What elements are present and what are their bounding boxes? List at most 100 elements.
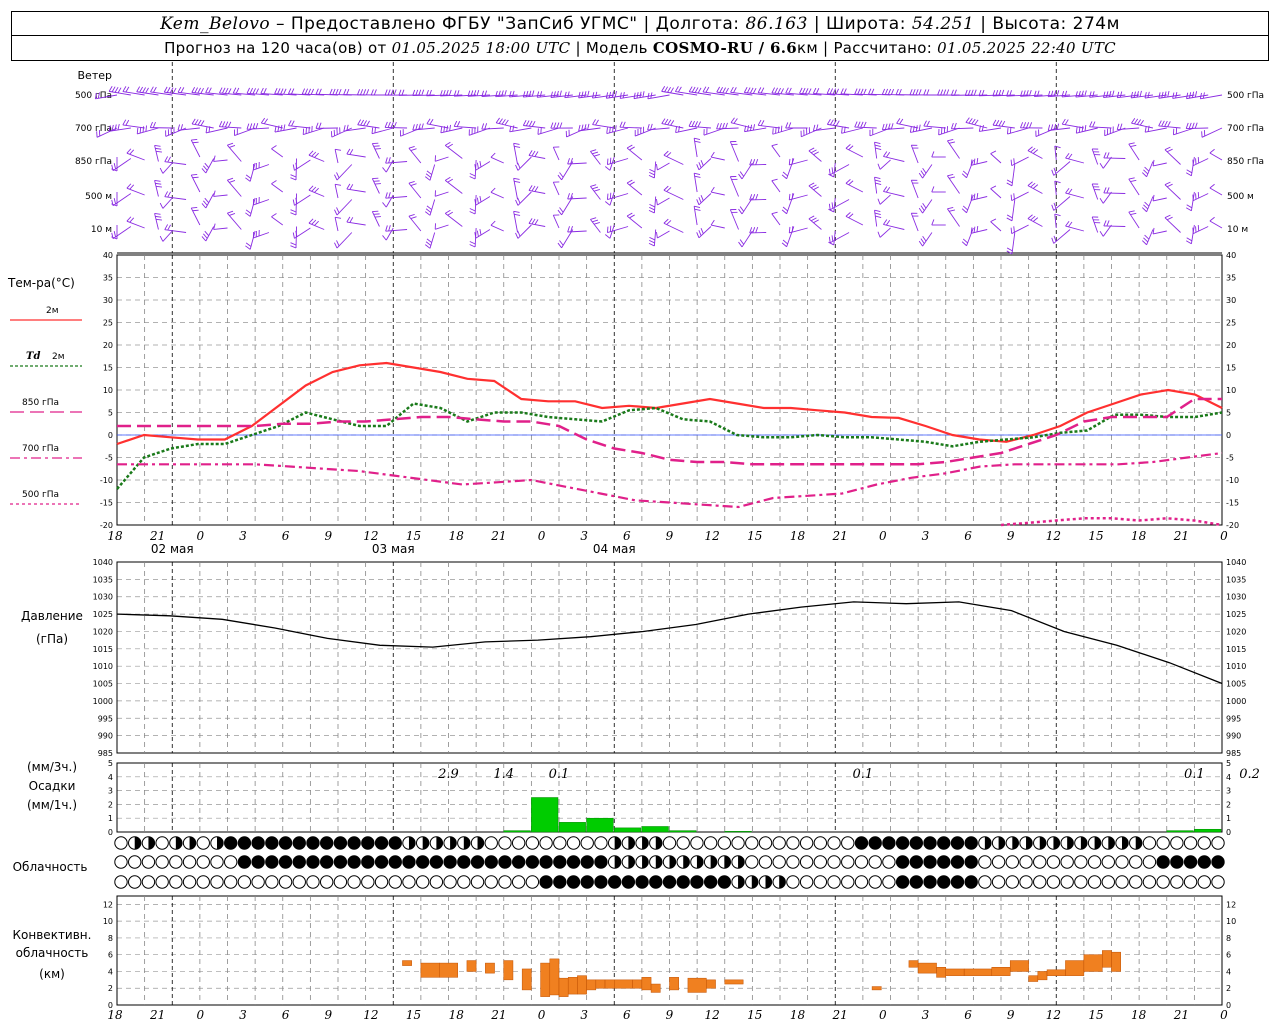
wind-barb-staff: [408, 147, 422, 164]
wind-barb-feather: [749, 159, 753, 166]
wind-barb-feather: [874, 144, 881, 147]
wind-barb-feather: [1141, 207, 1147, 213]
wind-barb-feather: [777, 87, 781, 94]
wind-barb-feather: [760, 87, 765, 94]
wind-barb-feather: [1106, 220, 1110, 227]
temp-ytick-left: -20: [100, 521, 113, 530]
bottom-xtick: 0: [196, 1008, 204, 1022]
wind-barb-staff: [213, 227, 228, 230]
wind-barb-feather: [1130, 91, 1133, 98]
wind-barb-staff: [435, 156, 449, 162]
cloud-cover-symbol: [196, 855, 210, 869]
wind-barb-feather: [498, 90, 501, 97]
wind-barb-staff: [947, 208, 960, 227]
wind-barb-staff: [1103, 225, 1126, 227]
wind-barb-feather: [752, 159, 756, 166]
wind-barb-feather: [943, 89, 947, 96]
wind-barb-feather: [973, 158, 976, 165]
wind-barb-feather: [626, 212, 633, 217]
wind-barb-feather: [1119, 123, 1123, 130]
wind-barb-feather: [204, 162, 210, 169]
wind-barb-feather: [694, 87, 699, 93]
wind-barb-feather: [111, 199, 114, 206]
wind-barb-feather: [860, 121, 864, 128]
wind-barb-feather: [1191, 91, 1195, 98]
wind-barb-feather: [164, 191, 169, 197]
wind-barb-feather: [962, 238, 968, 244]
wind-barb-feather: [232, 87, 237, 94]
wind-barb-feather: [1186, 92, 1189, 99]
cloud-cover-symbol: [676, 836, 690, 850]
cloud-cover-symbol: [1211, 875, 1225, 889]
wind-barb-staff: [440, 127, 463, 134]
wind-barb-staff: [246, 127, 269, 130]
wind-barb-feather: [826, 88, 831, 94]
precip-ytick-right: 4: [1226, 773, 1231, 782]
wind-barb-feather: [255, 88, 259, 95]
wind-barb-staff: [947, 175, 960, 194]
wind-barb-feather: [1064, 90, 1068, 97]
wind-barb-feather: [1172, 92, 1175, 99]
wind-barb-staff: [1209, 220, 1223, 229]
wind-barb-feather: [443, 126, 446, 133]
wind-barb-feather: [730, 117, 735, 123]
wind-barb-feather: [802, 87, 806, 94]
wind-barb-feather: [192, 176, 199, 179]
bottom-xtick: 21: [1173, 1008, 1189, 1022]
wind-barb-feather: [1144, 234, 1150, 240]
wind-barb-feather: [421, 89, 425, 96]
temp-xtick: 3: [580, 529, 588, 543]
bottom-xtick: 3: [239, 1008, 247, 1022]
wind-barb-feather: [393, 89, 397, 96]
wind-barb-feather: [476, 230, 479, 237]
bottom-xtick: 18: [449, 1008, 465, 1022]
wind-barb-staff: [922, 164, 933, 179]
wind-barb-staff: [343, 127, 366, 132]
cloud-cover-half: [696, 855, 704, 869]
wind-barb-staff: [813, 127, 836, 132]
cloud-cover-symbol: [347, 875, 361, 889]
cloud-cover-half: [477, 836, 484, 850]
wind-barb-feather: [155, 218, 162, 221]
wind-barb-feather: [828, 173, 834, 178]
wind-barb-feather: [1194, 91, 1198, 98]
wind-barb-staff: [592, 94, 615, 99]
wind-barb-feather: [559, 207, 564, 213]
cloud-cover-symbol: [333, 875, 348, 889]
wind-barb-feather: [295, 230, 298, 237]
wind-barb-feather: [426, 170, 432, 175]
cloud-cover-symbol: [937, 875, 951, 889]
wind-barb-feather: [445, 209, 451, 214]
wind-barb-feather: [498, 118, 503, 124]
wind-barb-feather: [757, 119, 762, 126]
wind-barb-feather: [730, 86, 734, 93]
wind-barb-staff: [1089, 94, 1112, 98]
wind-barb-staff: [274, 127, 297, 133]
wind-barb-feather: [335, 216, 342, 219]
wind-barb-staff: [578, 94, 601, 99]
wind-barb-feather: [885, 186, 891, 193]
cloud-cover-symbol: [813, 875, 828, 889]
cloud-cover-symbol: [854, 875, 869, 889]
wind-barb-feather: [1051, 204, 1055, 211]
wind-barb-staff: [1158, 94, 1181, 99]
wind-barb-feather: [315, 122, 319, 129]
wind-barb-staff: [992, 94, 1015, 97]
conv-title-2: облачность: [16, 946, 89, 960]
wind-barb-feather: [336, 172, 340, 179]
wind-barb-feather: [1092, 91, 1095, 98]
wind-barb-feather: [964, 89, 968, 96]
bottom-xtick: 0: [879, 1008, 887, 1022]
wind-barb-feather: [799, 87, 803, 94]
cloud-cover-symbol: [361, 836, 375, 850]
wind-barb-staff: [1117, 127, 1140, 130]
wind-barb-feather: [875, 215, 882, 218]
wind-barb-staff: [412, 94, 435, 97]
wind-barb-staff: [137, 127, 159, 135]
wind-barb-feather: [467, 90, 471, 97]
wind-barb-feather: [771, 178, 778, 182]
wind-barb-feather: [1185, 122, 1189, 129]
wind-barb-staff: [1054, 181, 1057, 196]
wind-barb-feather: [698, 162, 702, 168]
